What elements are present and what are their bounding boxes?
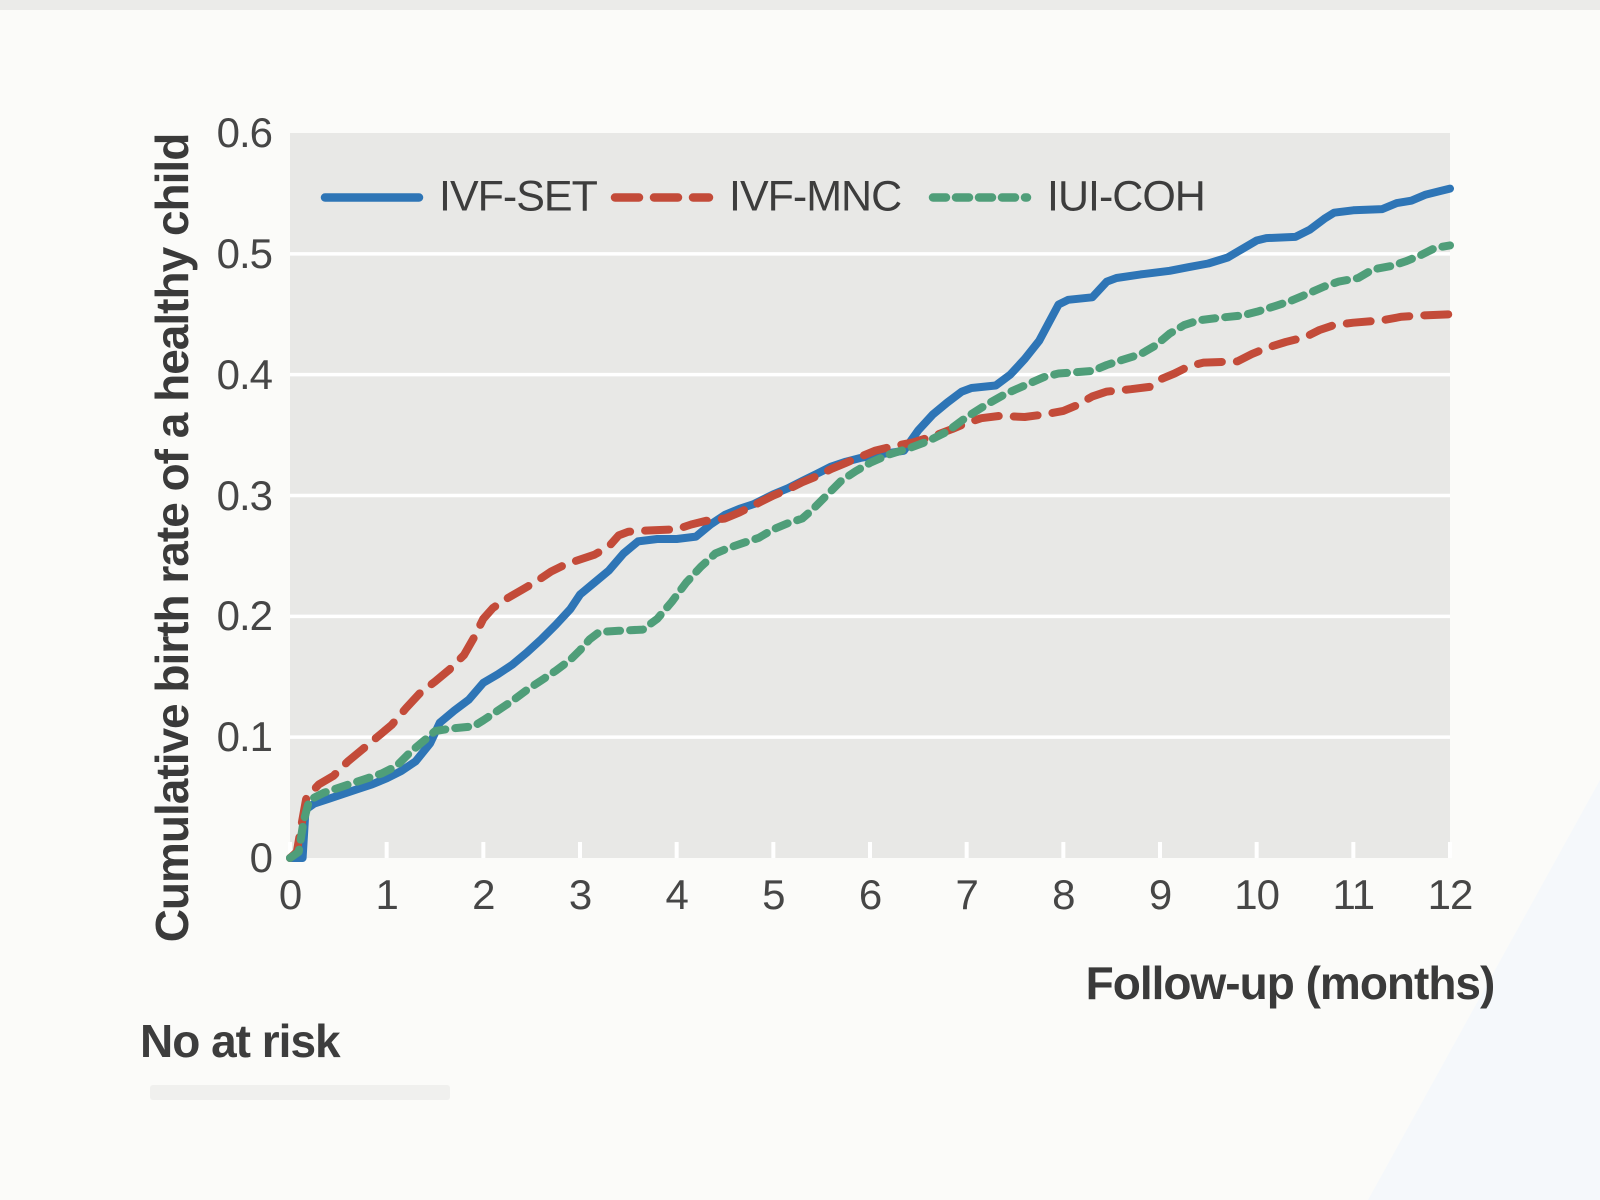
x-tick-label: 0 [278,871,302,918]
x-tick-label: 4 [665,871,688,918]
legend-line-swatch [928,192,1032,202]
x-tick-label: 12 [1427,871,1474,918]
legend-item-ivf-mnc: IVF-MNC [610,172,902,222]
series-line-iui-coh [286,241,1454,862]
y-tick-label: 0.6 [216,109,273,156]
y-tick-label: 0.3 [216,471,273,519]
legend-line-swatch [610,192,714,202]
scan-edge-artifact [0,0,1600,10]
legend-item-ivf-set: IVF-SET [320,172,598,222]
x-tick-label: 6 [858,871,882,918]
legend-line-swatch [320,192,424,202]
y-tick-label: 0.4 [216,350,273,398]
faded-text-artifact [150,1085,450,1100]
y-tick-label: 0.1 [216,713,273,761]
y-tick-label: 0 [249,834,273,881]
x-tick-label: 3 [568,871,592,918]
x-tick-label: 1 [375,871,398,918]
x-tick-label: 2 [472,871,495,918]
x-tick-label: 5 [762,871,785,918]
x-tick-label: 10 [1234,871,1280,918]
x-tick-label: 11 [1332,871,1376,918]
legend-label: IVF-MNC [729,172,902,221]
no-at-risk-label: No at risk [140,1015,341,1067]
x-tick-label: 9 [1148,871,1172,918]
x-axis-title: Follow-up (months) [1085,957,1496,1009]
x-tick-label: 7 [955,871,978,918]
legend-label: IVF-SET [439,172,598,221]
y-tick-label: 0.5 [216,229,273,277]
x-tick-label: 8 [1052,871,1075,918]
legend-item-iui-coh: IUI-COH [928,172,1206,222]
y-tick-label: 0.2 [216,592,273,640]
legend-label: IUI-COH [1047,172,1206,221]
series-line-ivf-mnc [286,310,1454,862]
